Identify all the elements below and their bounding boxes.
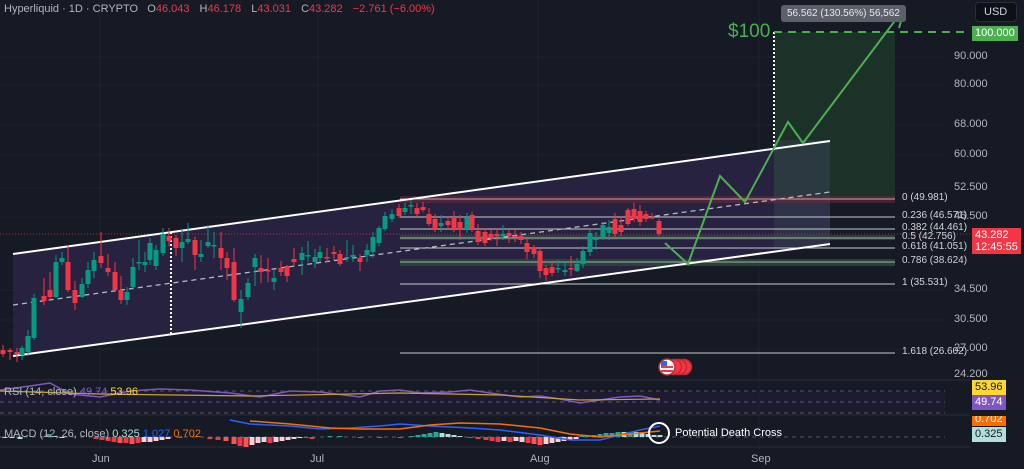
price-tick: 52.500 (954, 181, 988, 193)
time-tick: Aug (530, 453, 550, 465)
price-tick: 24.200 (954, 368, 988, 380)
channel-upper-line (12, 140, 831, 255)
high-label: H (199, 3, 208, 15)
low-value: 43.031 (257, 3, 291, 15)
death-cross-circle (648, 422, 670, 444)
projection-path (664, 13, 901, 266)
close-label: C (301, 3, 310, 15)
us-event-flags[interactable] (657, 357, 697, 382)
channel-mid-line (12, 191, 831, 306)
change-value: −2.761 (−6.00%) (352, 3, 435, 15)
fib-level-label: 0.236 (46.571) (902, 210, 968, 221)
price-tick: 30.500 (954, 313, 988, 325)
price-tick: 34.500 (954, 283, 988, 295)
target-price-tag: 100.000 (972, 26, 1018, 41)
candlesticks (0, 200, 662, 362)
macd-legend[interactable]: MACD (12, 26, close) 0.325 1.027 0.702 (4, 428, 201, 440)
rsi-ma-line (0, 390, 661, 401)
price-tick: 27.000 (954, 342, 988, 354)
fib-level-label: 0.786 (38.624) (902, 255, 968, 266)
symbol-legend[interactable]: Hyperliquid · 1D · CRYPTO O46.043 H46.17… (4, 3, 442, 15)
rsi-params: (14, close) (25, 386, 77, 398)
macd-params: (12, 26, close) (39, 428, 110, 440)
time-tick: Jul (310, 453, 325, 465)
open-value: 46.043 (155, 3, 190, 15)
macd-signal-value: 0.702 (173, 428, 201, 440)
fib-level-label: 0 (49.981) (902, 192, 948, 203)
death-cross-note: Potential Death Cross (675, 427, 782, 439)
bar-countdown: 12:45:55 (975, 241, 1018, 253)
last-price-value: 43.282 (975, 229, 1009, 241)
signal-line (249, 420, 661, 438)
rsi-ma-tag: 53.96 (972, 380, 1006, 395)
fib-level-label: 1 (35.531) (902, 277, 948, 288)
close-value: 43.282 (309, 3, 343, 15)
price-tick: 90.000 (954, 50, 988, 62)
macd-line (229, 419, 661, 441)
macd-name: MACD (4, 428, 37, 440)
fib-level-label: 0.5 (42.756) (902, 231, 956, 242)
us-flag-icon (658, 358, 693, 376)
fib-level-label: 0.382 (44.461) (902, 222, 968, 233)
price-tick: 68.000 (954, 118, 988, 130)
price-tick: 46.500 (954, 210, 988, 222)
macd-value: 1.027 (142, 428, 171, 440)
channel-lower-line (12, 243, 831, 357)
rsi-line (0, 382, 661, 404)
measure-tooltip: 56.562 (130.56%) 56,562 (781, 5, 906, 22)
target-price-label: $100 (728, 21, 771, 42)
currency-button[interactable]: USD (975, 2, 1017, 22)
rsi-ma-value: 53.96 (110, 386, 138, 398)
fib-level-label: 1.618 (26.602) (902, 346, 968, 357)
low-label: L (251, 3, 258, 15)
symbol-title: Hyperliquid · 1D · CRYPTO (4, 3, 139, 15)
fib-level-label: 0.618 (41.051) (902, 241, 968, 252)
rsi-tag: 49.74 (972, 395, 1006, 410)
rsi-name: RSI (4, 386, 23, 398)
macd-signal-tag: 0.702 (972, 416, 1006, 426)
open-label: O (147, 3, 156, 15)
rsi-legend[interactable]: RSI (14, close) 49.74 53.96 (4, 386, 138, 398)
price-tick: 60.000 (954, 148, 988, 160)
price-tick: 80.000 (954, 78, 988, 90)
time-tick: Sep (751, 453, 771, 465)
rsi-value: 49.74 (79, 386, 108, 398)
last-price-tag: 43.282 12:45:55 (972, 228, 1021, 254)
fib-lines (400, 198, 895, 354)
macd-hist-value: 0.325 (112, 428, 140, 440)
time-tick: Jun (92, 453, 110, 465)
high-value: 46.178 (207, 3, 242, 15)
macd-hist-tag: 0.325 (972, 427, 1006, 442)
